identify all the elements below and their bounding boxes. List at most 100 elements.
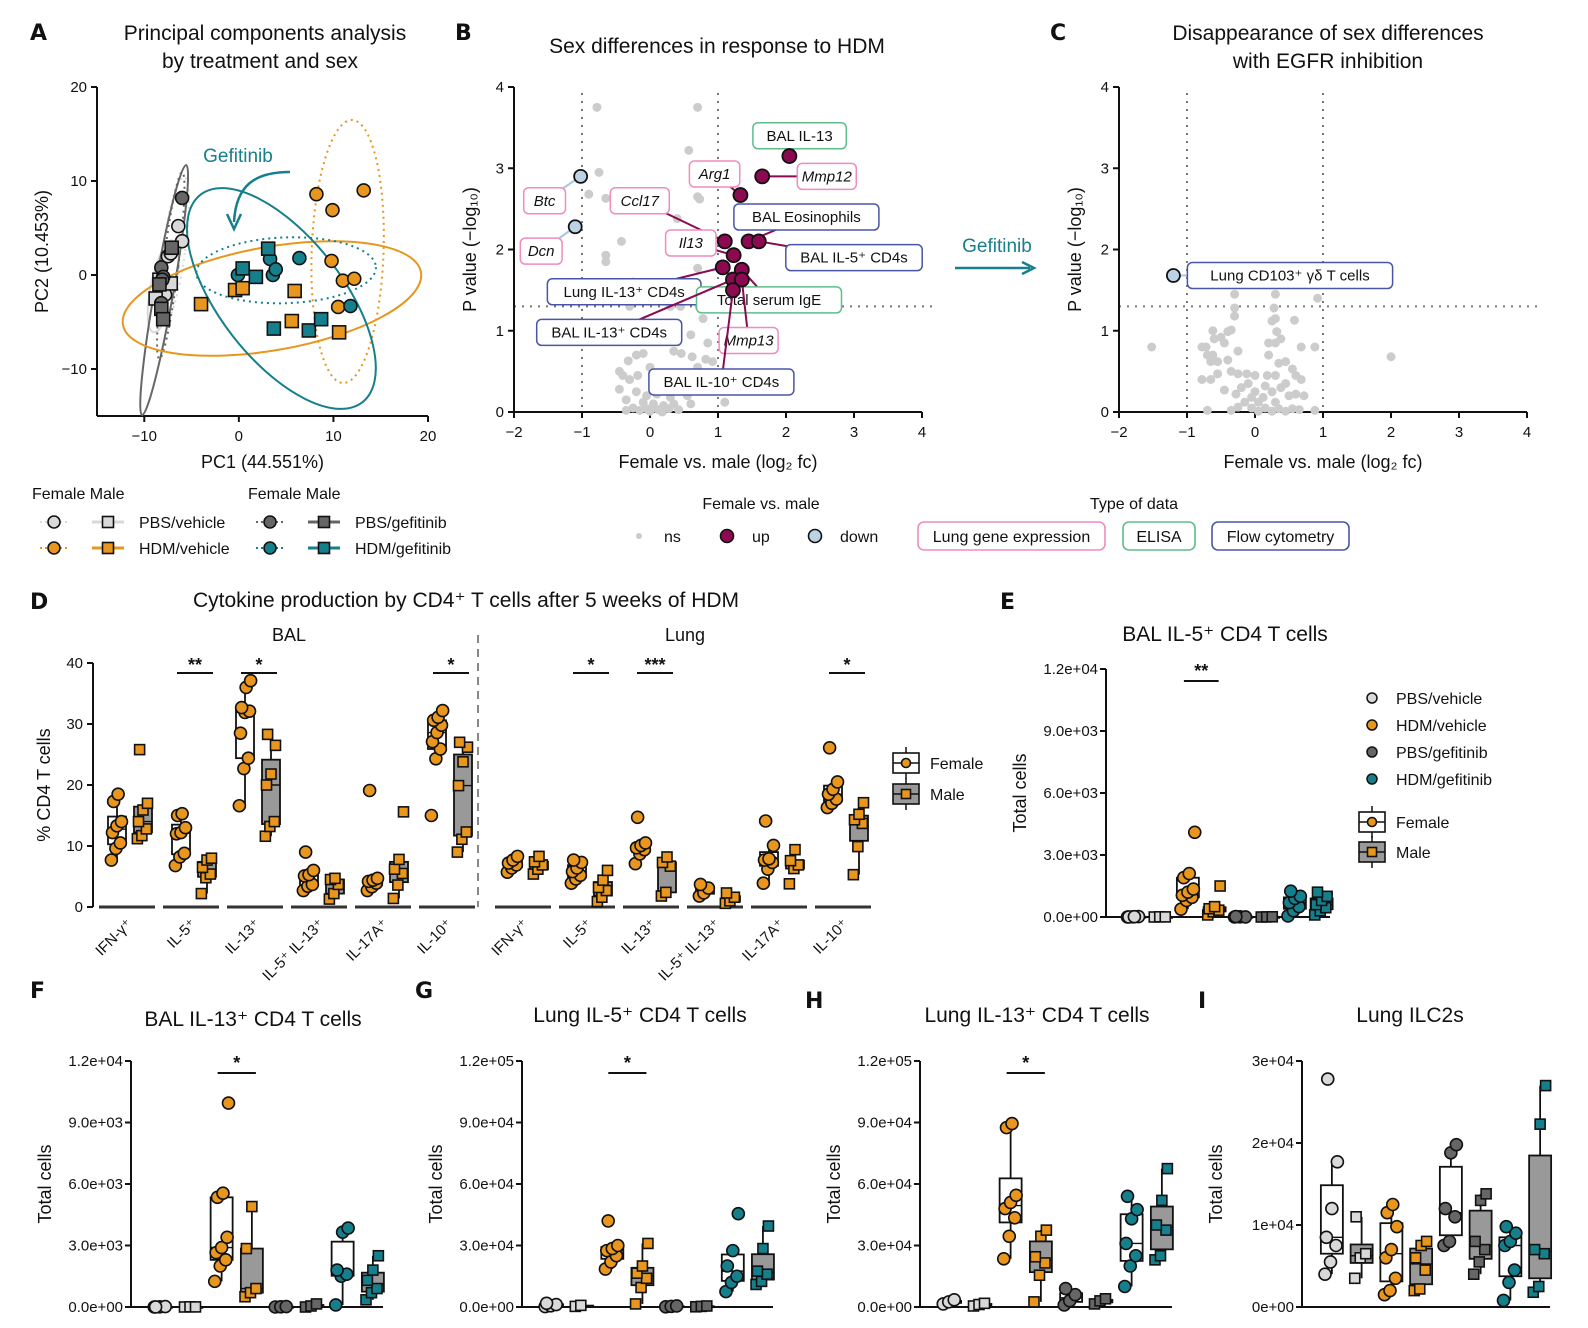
data-point — [636, 1260, 649, 1272]
panel-c: C Disappearance of sex differences with EG… — [955, 21, 1537, 472]
significance-stars: * — [624, 1053, 631, 1073]
data-point — [597, 874, 609, 886]
ns-point — [720, 397, 730, 407]
label-box — [785, 243, 923, 272]
legend-data-type-label: ELISA — [1136, 529, 1182, 546]
data-point — [259, 830, 272, 843]
data-point — [1318, 1267, 1332, 1281]
y-tick-label: 1.2e+05 — [459, 1053, 514, 1070]
down-point — [1166, 268, 1181, 283]
pca-point — [330, 299, 346, 315]
label-box — [535, 318, 683, 347]
data-point — [216, 1186, 230, 1201]
data-point — [1359, 1247, 1372, 1260]
ns-point — [1264, 338, 1274, 348]
ns-point — [703, 338, 713, 348]
data-point — [1321, 890, 1333, 903]
data-point — [1325, 1201, 1339, 1216]
data-point — [1478, 1243, 1491, 1256]
data-point — [783, 878, 796, 890]
y-tick-label: 0 — [79, 267, 87, 284]
ns-point — [625, 375, 635, 384]
significance-stars: * — [1022, 1053, 1029, 1073]
data-point — [370, 871, 385, 886]
pca-point — [313, 311, 329, 327]
label-box — [609, 187, 671, 215]
ns-point — [674, 405, 684, 415]
data-point — [1448, 1210, 1462, 1224]
ns-point — [1274, 404, 1284, 414]
facet-label: Lung — [665, 625, 705, 645]
label-box — [664, 229, 717, 257]
point-label: Mmp12 — [802, 168, 853, 185]
data-point — [1320, 1072, 1335, 1086]
label-leader-line — [720, 290, 734, 383]
label-box — [733, 203, 880, 231]
legend-male-marker — [101, 541, 115, 555]
point-label: Mmp13 — [724, 333, 775, 350]
y-tick-label: 0.0e+00 — [1043, 909, 1098, 926]
ns-point — [1284, 391, 1294, 401]
data-point — [387, 892, 400, 905]
panel-letter-b: B — [455, 21, 472, 46]
legend-female-marker — [47, 541, 61, 555]
data-point — [1539, 1079, 1552, 1092]
ns-point — [1267, 406, 1277, 416]
data-point — [1528, 1243, 1541, 1256]
data-point — [240, 1242, 253, 1255]
ns-point — [618, 370, 628, 380]
data-point — [575, 1299, 587, 1312]
legend-treatment-marker — [1366, 773, 1378, 785]
data-point — [328, 1298, 343, 1312]
significance-stars: * — [587, 655, 594, 675]
data-point — [1229, 909, 1243, 924]
data-point — [1120, 1189, 1135, 1204]
ns-point — [1219, 338, 1229, 348]
y-axis-label: Total cells — [1206, 1144, 1226, 1223]
data-type-legend-title: Type of data — [1090, 496, 1178, 513]
pca-point — [309, 186, 324, 202]
data-point — [693, 877, 708, 892]
legend-marker — [1366, 816, 1378, 828]
y-tick-label: 2 — [1101, 242, 1109, 259]
y-tick-label: 0e+00 — [1252, 1299, 1294, 1316]
panel-title: Lung IL-13⁺ CD4 T cells — [924, 1004, 1149, 1027]
y-tick-label: 20 — [66, 777, 83, 794]
point-label: Arg1 — [698, 166, 731, 183]
ns-point — [601, 257, 611, 267]
data-point — [1420, 1235, 1433, 1248]
category-label: IL-10⁺ — [414, 916, 456, 958]
data-point — [133, 743, 146, 756]
ns-point — [616, 236, 626, 246]
category-label: IFN-γ⁺ — [92, 916, 136, 960]
point-label: BAL IL-5⁺ CD4s — [800, 250, 907, 267]
data-point — [642, 1237, 654, 1250]
data-point — [730, 1269, 744, 1284]
ns-point — [701, 354, 711, 364]
panel-title: BAL IL-5⁺ CD4 T cells — [1122, 623, 1328, 646]
ns-point — [601, 250, 611, 260]
panel-letter-h: H — [805, 989, 823, 1014]
ns-point — [633, 370, 643, 380]
ns-point — [1294, 405, 1304, 415]
data-point — [269, 739, 282, 752]
pca-point — [324, 253, 339, 269]
ns-point — [1202, 405, 1212, 415]
data-point — [1007, 1211, 1022, 1225]
point-label: Lung IL-13⁺ CD4s — [563, 284, 684, 301]
ns-point — [693, 263, 703, 273]
ns-point — [1236, 383, 1246, 393]
up-point — [714, 259, 731, 276]
significance-stars: * — [255, 655, 262, 675]
ns-point — [1291, 389, 1301, 399]
data-point — [1311, 886, 1324, 899]
panel-a-title-line-1: Principal components analysis — [124, 22, 406, 45]
y-tick-label: 1e+04 — [1252, 1217, 1294, 1234]
y-tick-label: 2 — [496, 242, 504, 259]
data-point — [1039, 1257, 1051, 1269]
point-label: Lung CD103⁺ γδ T cells — [1210, 268, 1369, 285]
ns-point — [1296, 342, 1306, 352]
ns-point — [684, 145, 694, 155]
panel-title: Lung ILC2s — [1356, 1004, 1463, 1027]
data-point — [533, 850, 545, 863]
